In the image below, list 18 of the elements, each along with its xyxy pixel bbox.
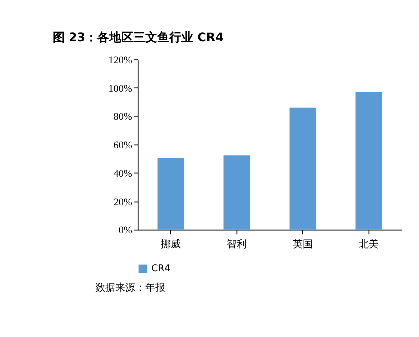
- y-tick-label: 120%: [108, 55, 133, 66]
- y-tick-label: 100%: [108, 84, 133, 95]
- x-tick-label: 北美: [358, 238, 379, 250]
- bar: [290, 108, 316, 230]
- y-tick-label: 20%: [114, 197, 133, 208]
- legend-label: CR4: [152, 264, 171, 275]
- y-tick-label: 80%: [114, 112, 133, 124]
- x-tick-label: 英国: [292, 238, 313, 250]
- x-tick-label: 智利: [226, 238, 247, 250]
- chart-title: 图 23：各地区三文鱼行业 CR4: [52, 30, 224, 45]
- bar: [224, 156, 250, 230]
- x-tick-label: 挪威: [160, 238, 181, 250]
- source-note: 数据来源：年报: [95, 282, 166, 294]
- bar: [356, 92, 382, 230]
- y-tick-label: 60%: [114, 140, 133, 152]
- bar: [158, 158, 184, 230]
- y-tick-label: 0%: [118, 226, 133, 237]
- y-tick-label: 40%: [114, 168, 133, 180]
